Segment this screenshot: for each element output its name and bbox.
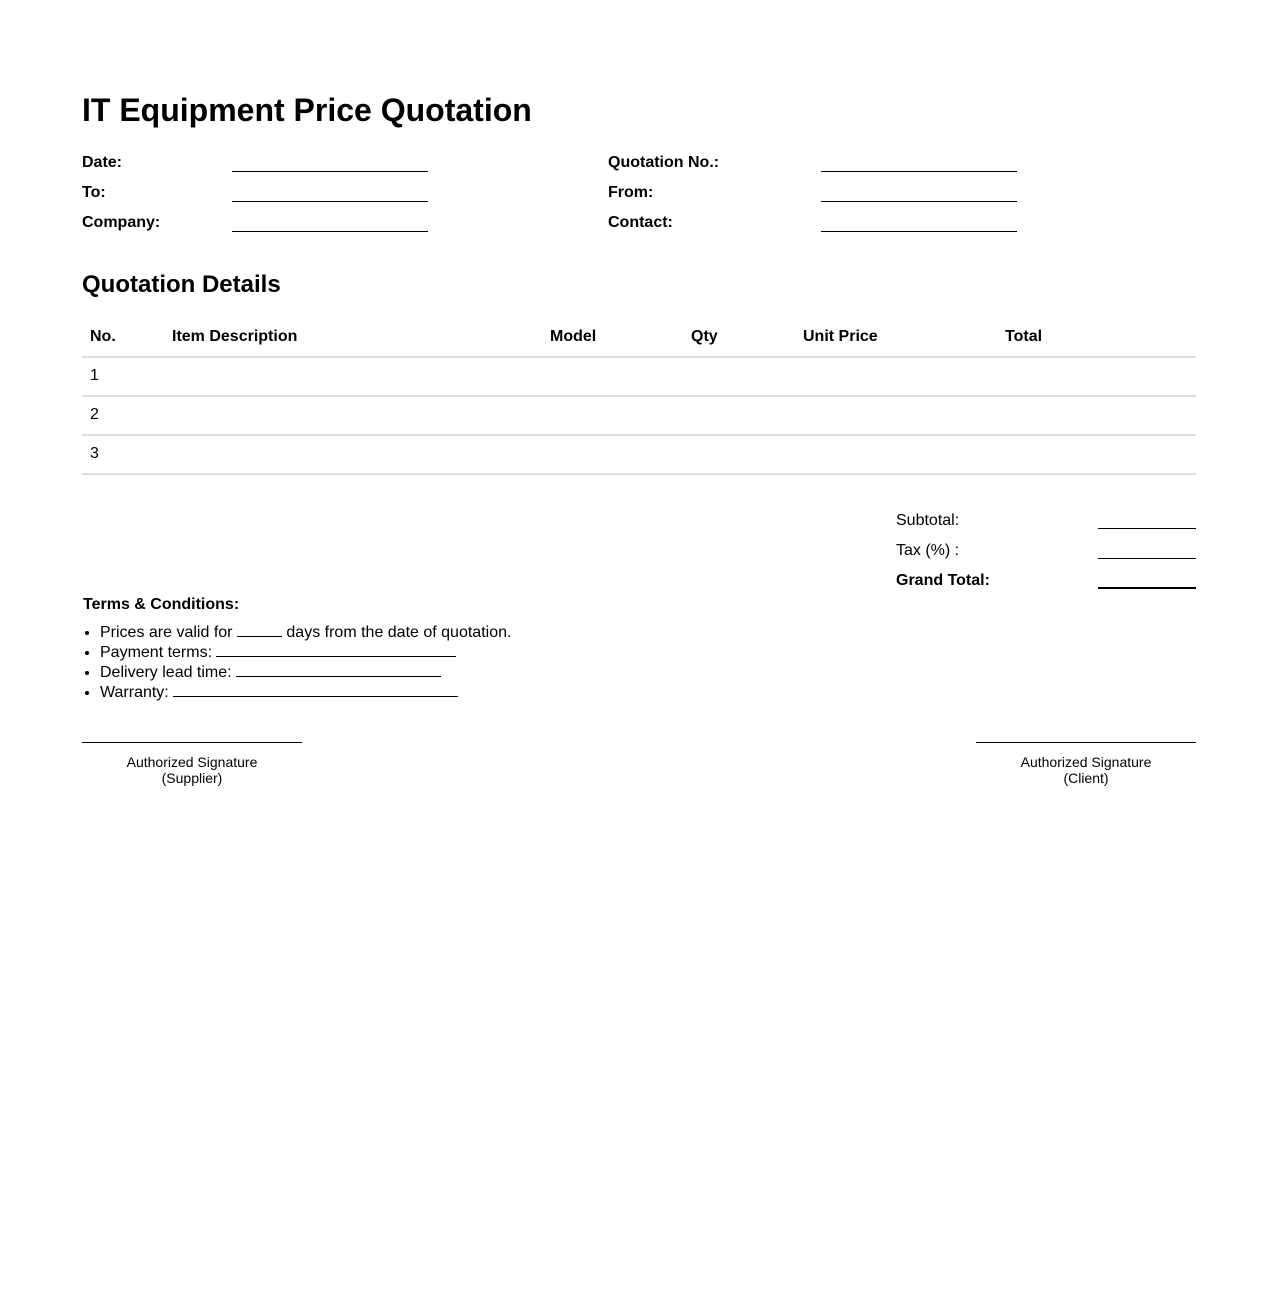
delivery-blank[interactable] (236, 662, 442, 677)
quotation-table: No. Item Description Model Qty Unit Pric… (82, 318, 1196, 475)
date-field[interactable] (232, 171, 428, 172)
col-unit-price: Unit Price (803, 328, 878, 345)
supplier-signature-line[interactable] (82, 742, 302, 743)
table-row: 1 (82, 358, 1196, 397)
validity-days-blank[interactable] (236, 622, 282, 637)
grand-total-field[interactable] (1098, 587, 1196, 589)
contact-field[interactable] (821, 231, 1017, 232)
date-label: Date: (82, 154, 123, 171)
company-field[interactable] (232, 231, 428, 232)
tax-field[interactable] (1098, 558, 1196, 559)
terms-heading: Terms & Conditions: (83, 596, 240, 613)
supplier-signature-role: (Supplier) (161, 770, 223, 786)
table-row: 3 (82, 436, 1196, 475)
validity-suffix: days from the date of quotation. (286, 624, 512, 641)
payment-label: Payment terms: (100, 644, 213, 661)
subtotal-field[interactable] (1098, 528, 1196, 529)
supplier-signature-caption: Authorized Signature (Supplier) (82, 754, 302, 786)
quotation-no-label: Quotation No.: (608, 154, 720, 171)
col-model: Model (550, 328, 597, 345)
section-heading: Quotation Details (82, 271, 281, 298)
row-number: 3 (90, 445, 99, 462)
client-signature-caption: Authorized Signature (Client) (976, 754, 1196, 786)
client-signature-label: Authorized Signature (1020, 754, 1152, 770)
col-item-description: Item Description (172, 328, 298, 345)
row-number: 1 (90, 367, 99, 384)
from-label: From: (608, 184, 654, 201)
contact-label: Contact: (608, 214, 673, 231)
page-title: IT Equipment Price Quotation (82, 92, 532, 128)
terms-delivery: Delivery lead time: (100, 662, 511, 682)
terms-validity: Prices are valid for days from the date … (100, 622, 511, 642)
warranty-label: Warranty: (100, 684, 169, 701)
to-field[interactable] (232, 201, 428, 202)
col-no: No. (90, 328, 116, 345)
terms-warranty: Warranty: (100, 682, 511, 702)
terms-list: Prices are valid for days from the date … (82, 622, 511, 702)
from-field[interactable] (821, 201, 1017, 202)
grand-total-label: Grand Total: (896, 572, 990, 589)
col-qty: Qty (691, 328, 718, 345)
col-total: Total (1005, 328, 1043, 345)
supplier-signature-label: Authorized Signature (126, 754, 258, 770)
client-signature-role: (Client) (1063, 770, 1109, 786)
table-header: No. Item Description Model Qty Unit Pric… (82, 318, 1196, 358)
table-row: 2 (82, 397, 1196, 436)
quotation-no-field[interactable] (821, 171, 1017, 172)
row-number: 2 (90, 406, 99, 423)
payment-blank[interactable] (216, 642, 457, 657)
to-label: To: (82, 184, 106, 201)
validity-prefix: Prices are valid for (100, 624, 233, 641)
warranty-blank[interactable] (173, 682, 459, 697)
company-label: Company: (82, 214, 161, 231)
tax-label: Tax (%) : (896, 542, 960, 559)
subtotal-label: Subtotal: (896, 512, 960, 529)
delivery-label: Delivery lead time: (100, 664, 232, 681)
client-signature-line[interactable] (976, 742, 1196, 743)
terms-payment: Payment terms: (100, 642, 511, 662)
